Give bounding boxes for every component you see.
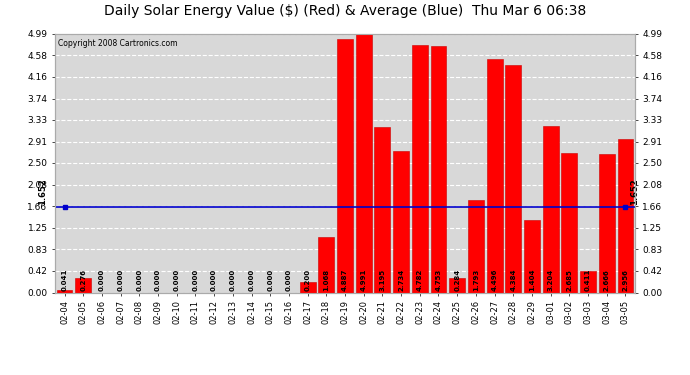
Text: 0.000: 0.000 bbox=[230, 269, 236, 291]
Bar bbox=[562, 153, 578, 292]
Text: 1.793: 1.793 bbox=[473, 269, 479, 291]
Text: Copyright 2008 Cartronics.com: Copyright 2008 Cartronics.com bbox=[58, 39, 177, 48]
Bar bbox=[449, 278, 465, 292]
Text: 0.284: 0.284 bbox=[454, 269, 460, 291]
Text: 0.041: 0.041 bbox=[61, 269, 68, 291]
Text: 0.000: 0.000 bbox=[248, 269, 255, 291]
Bar bbox=[524, 220, 540, 292]
Text: 0.000: 0.000 bbox=[155, 269, 161, 291]
Text: 4.991: 4.991 bbox=[361, 269, 366, 291]
Bar bbox=[505, 65, 521, 292]
Text: 2.666: 2.666 bbox=[604, 270, 610, 291]
Text: 0.200: 0.200 bbox=[304, 269, 310, 291]
Bar bbox=[468, 200, 484, 292]
Bar bbox=[580, 271, 596, 292]
Text: 0.000: 0.000 bbox=[193, 269, 199, 291]
Bar bbox=[618, 139, 633, 292]
Text: 1.652: 1.652 bbox=[630, 178, 640, 205]
Bar bbox=[599, 154, 615, 292]
Bar bbox=[75, 278, 91, 292]
Bar bbox=[543, 126, 559, 292]
Text: 1.068: 1.068 bbox=[324, 269, 329, 291]
Bar bbox=[337, 39, 353, 292]
Bar bbox=[299, 282, 315, 292]
Text: 4.782: 4.782 bbox=[417, 269, 423, 291]
Text: 0.000: 0.000 bbox=[286, 269, 292, 291]
Text: 0.000: 0.000 bbox=[99, 269, 105, 291]
Text: 3.195: 3.195 bbox=[380, 269, 386, 291]
Text: 4.496: 4.496 bbox=[491, 269, 497, 291]
Text: 0.000: 0.000 bbox=[137, 269, 142, 291]
Text: 0.000: 0.000 bbox=[211, 269, 217, 291]
Bar bbox=[375, 127, 391, 292]
Text: 2.956: 2.956 bbox=[622, 270, 629, 291]
Bar bbox=[431, 46, 446, 292]
Text: 3.204: 3.204 bbox=[548, 269, 553, 291]
Bar bbox=[393, 151, 409, 292]
Text: 4.887: 4.887 bbox=[342, 269, 348, 291]
Text: 4.753: 4.753 bbox=[435, 269, 442, 291]
Text: 0.000: 0.000 bbox=[117, 269, 124, 291]
Text: 0.411: 0.411 bbox=[585, 269, 591, 291]
Bar bbox=[356, 34, 372, 292]
Bar bbox=[318, 237, 334, 292]
Text: 2.734: 2.734 bbox=[398, 269, 404, 291]
Text: 2.685: 2.685 bbox=[566, 270, 573, 291]
Bar bbox=[57, 290, 72, 292]
Text: 0.000: 0.000 bbox=[174, 269, 179, 291]
Text: 1.652: 1.652 bbox=[38, 178, 47, 205]
Text: 4.384: 4.384 bbox=[511, 269, 516, 291]
Text: 1.404: 1.404 bbox=[529, 269, 535, 291]
Text: 0.000: 0.000 bbox=[267, 269, 273, 291]
Bar bbox=[412, 45, 428, 292]
Text: 0.276: 0.276 bbox=[80, 270, 86, 291]
Bar bbox=[486, 59, 502, 292]
Text: Daily Solar Energy Value ($) (Red) & Average (Blue)  Thu Mar 6 06:38: Daily Solar Energy Value ($) (Red) & Ave… bbox=[104, 4, 586, 18]
